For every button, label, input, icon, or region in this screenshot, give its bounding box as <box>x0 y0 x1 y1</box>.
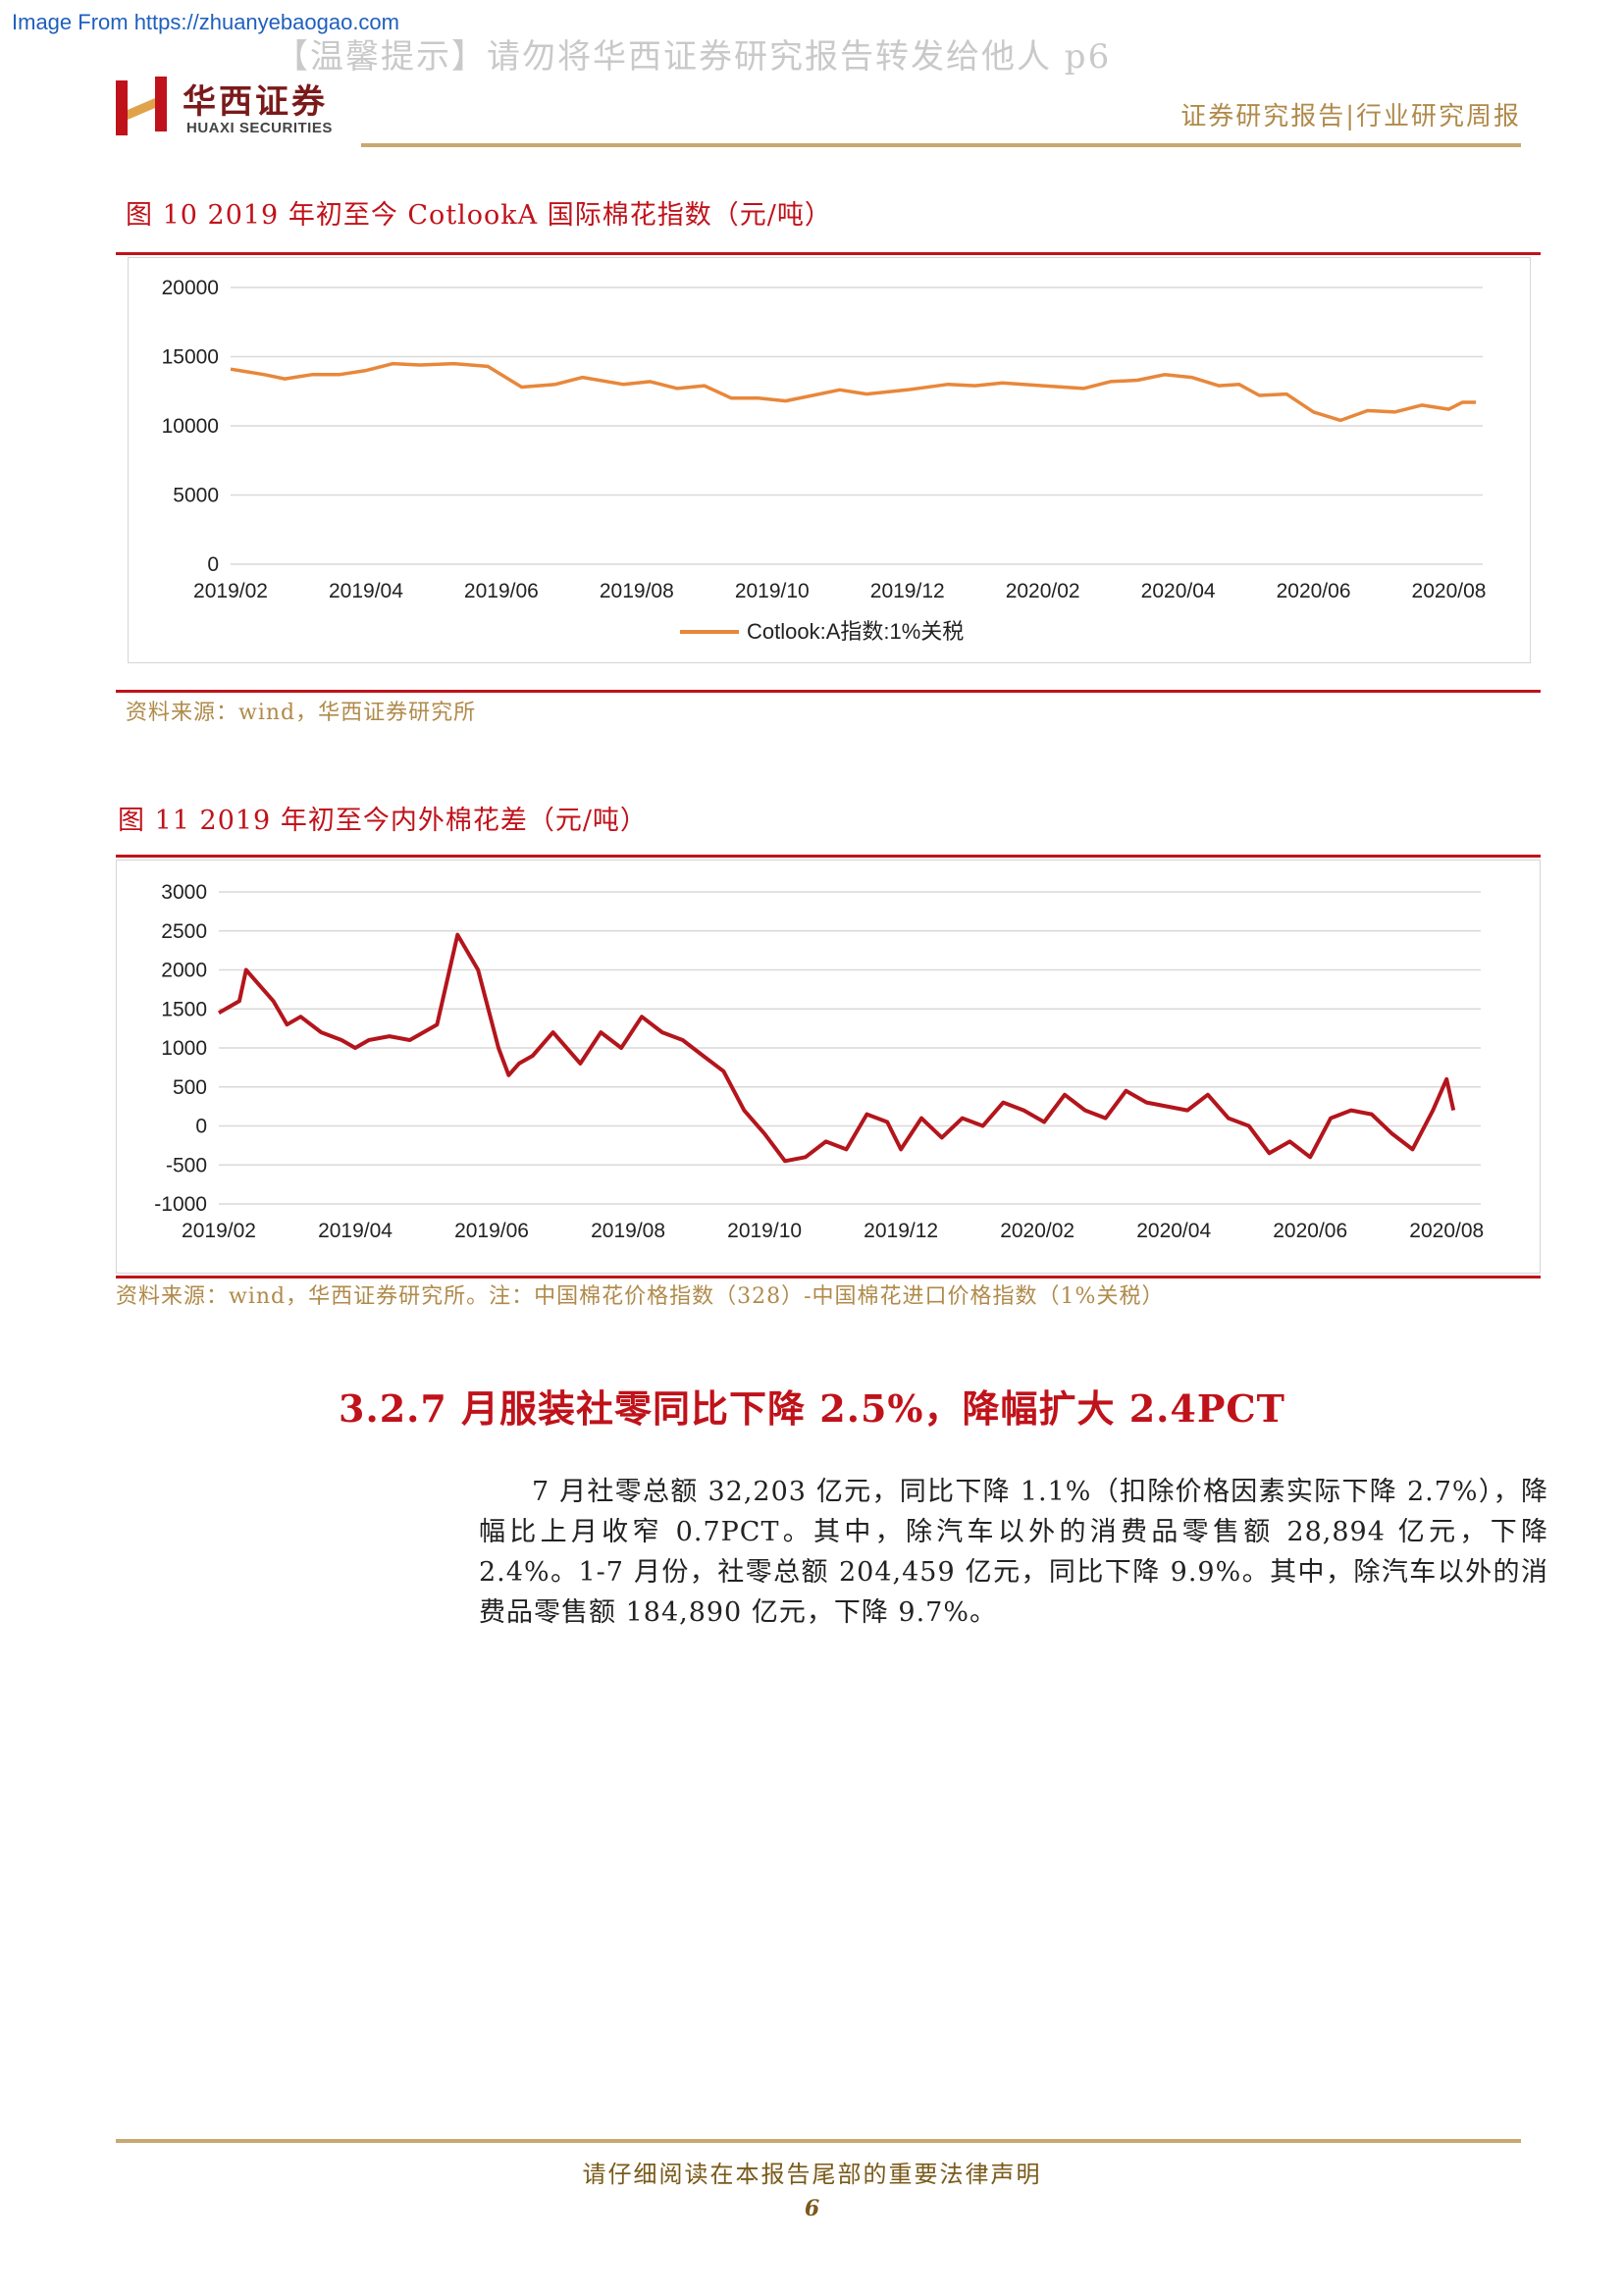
x-tick-label: 2019/02 <box>193 580 268 602</box>
figure-10-source: 资料来源：wind，华西证券研究所 <box>126 701 477 725</box>
series-line <box>218 932 1456 1164</box>
legend-label: Cotlook:A指数:1%关税 <box>747 619 964 644</box>
figure-11-chart-frame: -1000 -500 0 500 1000 1500 2000 2500 3000 2019/02… <box>116 860 1541 1274</box>
section-paragraph: 7 月社零总额 32,203 亿元，同比下降 1.1%（扣除价格因素实际下降 2… <box>479 1477 1548 1628</box>
logo-chinese-name: 华西证券 <box>183 82 328 122</box>
y-tick-label: 3000 <box>161 881 207 904</box>
figure-10-top-rule <box>116 252 1541 255</box>
header-divider <box>361 143 1521 147</box>
x-tick-label: 2019/12 <box>870 580 945 602</box>
report-type-label: 证券研究报告|行业研究周报 <box>1180 102 1521 131</box>
series-line <box>230 361 1477 423</box>
x-tick-label: 2019/08 <box>591 1220 665 1242</box>
y-tick-label: -1000 <box>154 1193 207 1216</box>
y-tick-label: 0 <box>195 1116 207 1138</box>
page-number: 6 <box>804 2196 820 2221</box>
x-tick-label: 2019/12 <box>864 1220 938 1242</box>
x-tick-label: 2020/02 <box>1006 580 1080 602</box>
figure-10-line-chart: 0 5000 10000 15000 20000 2019/02 2019/04 2019/0… <box>162 277 1487 644</box>
x-tick-label: 2020/06 <box>1277 580 1351 602</box>
y-tick-label: 10000 <box>162 415 219 438</box>
y-tick-label: 20000 <box>162 277 219 299</box>
figure-11-line-chart: -1000 -500 0 500 1000 1500 2000 2500 3000 2019/02… <box>154 881 1484 1242</box>
footer-divider <box>116 2139 1521 2143</box>
y-tick-label: 2500 <box>161 920 207 943</box>
logo-english-name: HUAXI SECURITIES <box>186 120 333 136</box>
x-tick-label: 2019/04 <box>318 1220 393 1242</box>
section-heading: 3.2.7 月服装社零同比下降 2.5%，降幅扩大 2.4PCT <box>339 1386 1285 1431</box>
x-tick-label: 2019/06 <box>464 580 539 602</box>
y-tick-label: 500 <box>173 1076 207 1099</box>
legal-disclaimer-note: 请仔细阅读在本报告尾部的重要法律声明 <box>582 2161 1042 2188</box>
figure-11-title: 图 11 2019 年初至今内外棉花差（元/吨） <box>118 806 648 836</box>
figure-10-bottom-rule <box>116 690 1541 693</box>
figure-11-source: 资料来源：wind，华西证券研究所。注：中国棉花价格指数（328）-中国棉花进口… <box>116 1284 1165 1309</box>
x-tick-label: 2019/04 <box>329 580 403 602</box>
y-tick-label: 1000 <box>161 1037 207 1060</box>
figure-11-top-rule <box>116 855 1541 858</box>
huaxi-logo-icon <box>116 77 171 135</box>
x-tick-label: 2019/08 <box>600 580 674 602</box>
y-tick-label: 5000 <box>173 485 219 507</box>
figure-10-chart-frame: 0 5000 10000 15000 20000 2019/02 2019/04 2019/0… <box>128 257 1531 663</box>
source-watermark-url: Image From https://zhuanyebaogao.com <box>12 10 399 34</box>
figure-10-title: 图 10 2019 年初至今 CotlookA 国际棉花指数（元/吨） <box>126 200 832 231</box>
x-tick-label: 2019/10 <box>727 1220 802 1242</box>
y-tick-label: 1500 <box>161 998 207 1020</box>
y-tick-label: 2000 <box>161 960 207 982</box>
x-tick-label: 2020/06 <box>1273 1220 1347 1242</box>
x-tick-label: 2020/04 <box>1141 580 1216 602</box>
x-tick-label: 2020/08 <box>1412 580 1487 602</box>
y-tick-label: 15000 <box>162 346 219 369</box>
x-tick-label: 2019/06 <box>454 1220 529 1242</box>
forwarding-notice: 【温馨提示】请勿将华西证券研究报告转发给他人 p6 <box>275 37 1112 77</box>
x-tick-label: 2019/02 <box>182 1220 256 1242</box>
x-tick-label: 2020/02 <box>1000 1220 1074 1242</box>
y-tick-label: 0 <box>207 553 219 576</box>
figure-11-bottom-rule <box>116 1276 1541 1278</box>
y-tick-label: -500 <box>166 1154 207 1176</box>
x-tick-label: 2020/04 <box>1136 1220 1211 1242</box>
x-tick-label: 2019/10 <box>735 580 810 602</box>
x-tick-label: 2020/08 <box>1409 1220 1484 1242</box>
